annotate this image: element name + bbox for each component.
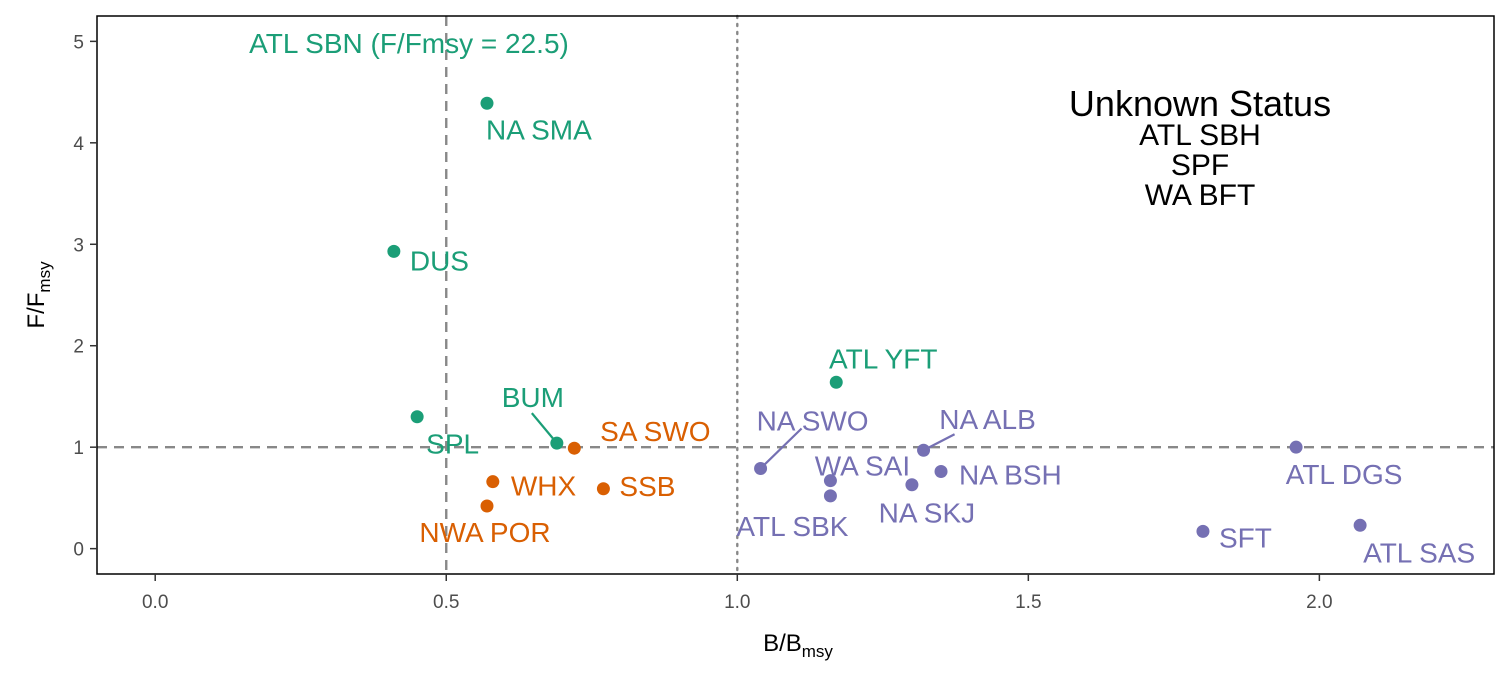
x-tick-label: 2.0 bbox=[1306, 592, 1332, 613]
data-point bbox=[934, 465, 948, 479]
point-label: DUS bbox=[410, 245, 469, 276]
point-label: ATL SAS bbox=[1363, 537, 1475, 568]
point-label: NA ALB bbox=[939, 404, 1036, 435]
data-point bbox=[1353, 518, 1367, 532]
panel-border bbox=[96, 15, 1495, 575]
x-axis-title: B/Bmsy bbox=[763, 630, 833, 661]
data-point bbox=[829, 375, 843, 389]
y-tick-label: 2 bbox=[73, 337, 84, 358]
point-labels: NA SMA DUS SPL BUM ATL YFT SA SWO WHX NWA POR SS… bbox=[410, 114, 1475, 568]
data-point bbox=[823, 474, 837, 488]
x-tick-label: 1.5 bbox=[1015, 592, 1041, 613]
data-point bbox=[550, 436, 564, 450]
panel-background bbox=[97, 16, 1494, 574]
data-point bbox=[486, 475, 500, 489]
point-label: ATL DGS bbox=[1286, 459, 1403, 490]
data-point bbox=[480, 499, 494, 513]
unknown-status-item: ATL SBH bbox=[1139, 119, 1261, 152]
data-point bbox=[905, 478, 919, 492]
y-tick-label: 3 bbox=[73, 235, 84, 256]
point-label: NWA POR bbox=[419, 517, 550, 548]
point-label: WA SAI bbox=[815, 451, 910, 482]
unknown-status-item: WA BFT bbox=[1145, 179, 1256, 212]
unknown-status-item: SPF bbox=[1171, 149, 1229, 182]
x-tick-label: 0.5 bbox=[433, 592, 459, 613]
y-tick-label: 1 bbox=[73, 438, 84, 459]
y-axis-title: F/Fmsy bbox=[23, 261, 54, 329]
data-point bbox=[596, 482, 610, 496]
y-tick-label: 4 bbox=[73, 134, 84, 155]
data-point bbox=[754, 461, 768, 475]
data-point bbox=[387, 244, 401, 258]
label-leader-line bbox=[759, 427, 803, 470]
point-label: WHX bbox=[511, 471, 577, 502]
label-leader-line bbox=[531, 412, 558, 444]
y-tick-label: 5 bbox=[73, 32, 84, 53]
point-label: NA SMA bbox=[486, 114, 592, 145]
data-point bbox=[1196, 524, 1210, 538]
point-label: NA BSH bbox=[959, 460, 1062, 491]
data-point bbox=[567, 441, 581, 455]
reference-lines bbox=[97, 14, 1494, 576]
offscale-annotation: ATL SBN (F/Fmsy = 22.5) bbox=[249, 28, 569, 59]
point-label: ATL SBK bbox=[736, 511, 848, 542]
point-label: NA SWO bbox=[757, 405, 869, 436]
point-label: NA SKJ bbox=[879, 498, 975, 529]
y-axis: 0 1 2 3 4 5 bbox=[73, 32, 97, 561]
data-point bbox=[410, 410, 424, 424]
y-tick-label: 0 bbox=[73, 540, 84, 561]
data-points bbox=[387, 96, 1367, 538]
point-label: SSB bbox=[619, 471, 675, 502]
data-point bbox=[917, 443, 931, 457]
x-tick-label: 1.0 bbox=[724, 592, 750, 613]
data-point bbox=[480, 96, 494, 110]
data-point bbox=[823, 489, 837, 503]
unknown-status-box: Unknown Status ATL SBH SPF WA BFT bbox=[1069, 83, 1331, 212]
point-label: ATL YFT bbox=[829, 343, 937, 374]
x-tick-label: 0.0 bbox=[142, 592, 168, 613]
x-axis: 0.0 0.5 1.0 1.5 2.0 bbox=[142, 574, 1333, 613]
point-label: BUM bbox=[502, 382, 564, 413]
unknown-status-title: Unknown Status bbox=[1069, 83, 1331, 124]
point-label: SPL bbox=[426, 429, 479, 460]
point-label: SA SWO bbox=[600, 416, 710, 447]
point-label: SFT bbox=[1219, 522, 1272, 553]
data-point bbox=[1289, 440, 1303, 454]
